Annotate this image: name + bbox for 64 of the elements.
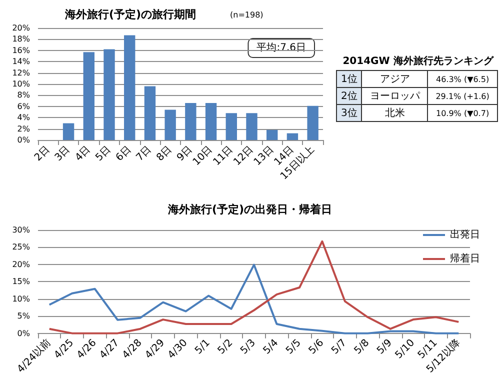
y-tick-label: 20% xyxy=(12,24,30,32)
y-tick-label: 0% xyxy=(17,328,30,338)
x-tick-label: 6日 xyxy=(114,144,134,164)
y-tick-label: 14% xyxy=(12,57,30,66)
text: 北米 xyxy=(362,104,428,122)
y-tick-label: 30% xyxy=(12,226,30,234)
y-tick-label: 4% xyxy=(17,113,30,122)
x-tick-label: 4日 xyxy=(73,144,93,164)
x-tick-label: 5/2 xyxy=(216,337,236,357)
line-series xyxy=(48,240,460,334)
bar xyxy=(246,113,258,140)
text: 2位 xyxy=(336,88,362,104)
y-tick-label: 2% xyxy=(17,124,30,134)
line-series xyxy=(48,264,460,334)
bar xyxy=(226,113,237,140)
text: アジア xyxy=(362,70,428,88)
bar xyxy=(164,110,176,140)
text: 3位 xyxy=(336,104,362,122)
y-tick-label: 10% xyxy=(12,80,30,88)
bar xyxy=(205,103,217,140)
x-tick-label: 5/1 xyxy=(193,337,212,357)
bar xyxy=(144,86,156,140)
bar xyxy=(124,35,136,140)
x-tick-label: 7日 xyxy=(134,144,154,164)
text: 2014GW 海外旅行先ランキング xyxy=(342,54,495,68)
text: 1位 xyxy=(336,70,362,88)
x-tick-label: 5/3 xyxy=(238,337,258,357)
legend-label: 帰着日 xyxy=(450,252,480,264)
text: 29.1% (+1.6) xyxy=(428,88,498,104)
bar xyxy=(185,103,196,140)
x-tick-label: 8日 xyxy=(154,144,174,164)
y-tick-label: 0% xyxy=(17,136,30,144)
x-tick-label: 5/7 xyxy=(330,337,349,357)
y-tick-label: 8% xyxy=(17,90,30,100)
x-tick-label: 2日 xyxy=(32,144,52,164)
bar xyxy=(266,130,278,140)
bar xyxy=(62,123,74,140)
y-tick-label: 16% xyxy=(12,46,30,55)
x-tick-label: 5/4 xyxy=(261,337,281,357)
x-tick-label: 5日 xyxy=(94,144,114,164)
y-tick-label: 10% xyxy=(12,294,30,304)
bar xyxy=(104,49,115,140)
text: 46.3% (▼6.5) xyxy=(428,70,498,88)
text: ヨーロッパ xyxy=(362,88,428,104)
y-tick-label: 18% xyxy=(12,34,30,44)
y-tick-label: 12% xyxy=(12,68,30,78)
x-tick-label: 5/6 xyxy=(306,337,326,357)
chart-subtitle: (n=198) xyxy=(230,10,264,20)
text: 10.9% (▼0.7) xyxy=(428,104,498,122)
y-tick-label: 15% xyxy=(12,277,30,286)
x-tick-label: 5/9 xyxy=(375,337,394,357)
legend-label: 出発日 xyxy=(450,228,480,240)
bar xyxy=(307,106,318,140)
x-tick-label: 3日 xyxy=(53,144,72,164)
bar xyxy=(83,52,94,140)
x-tick-label: 5/8 xyxy=(352,337,372,357)
y-tick-label: 6% xyxy=(17,102,30,111)
x-tick-label: 5/5 xyxy=(284,337,304,357)
y-tick-label: 5% xyxy=(17,312,30,321)
y-tick-label: 20% xyxy=(12,260,30,269)
bar xyxy=(286,133,298,140)
y-tick-label: 25% xyxy=(12,242,30,252)
chart-title: 海外旅行(予定)の出発日・帰着日 xyxy=(166,203,332,216)
chart-title: 海外旅行(予定)の旅行期間 xyxy=(64,8,196,21)
